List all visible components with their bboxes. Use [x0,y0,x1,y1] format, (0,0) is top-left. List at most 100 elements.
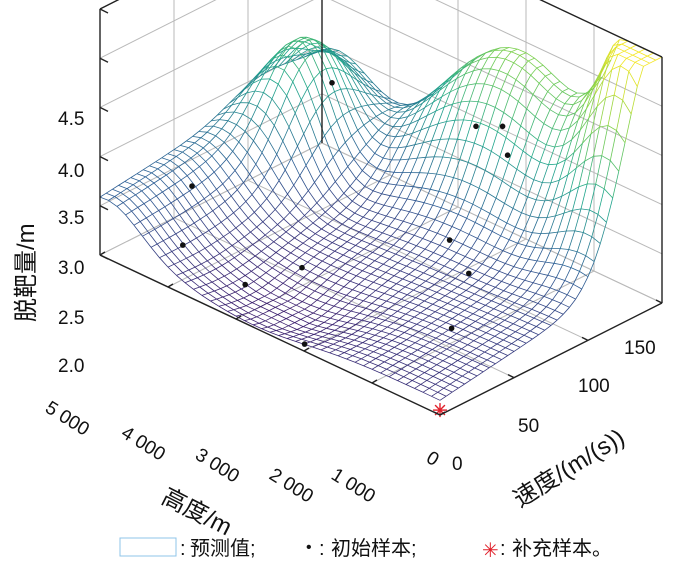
mesh-line [462,298,468,302]
mesh-line [561,295,567,304]
mesh-line [327,344,333,347]
mesh-line [515,144,524,151]
mesh-line [275,273,281,278]
mesh-line [529,293,535,300]
mesh-line [444,315,453,318]
mesh-line [502,275,508,282]
mesh-line [314,334,323,336]
mesh-line [532,233,541,234]
mesh-line [431,297,440,300]
mesh-line [364,362,370,366]
mesh-line [297,243,303,248]
mesh-line [177,273,183,276]
mesh-line [233,151,242,162]
mesh-line [319,276,328,280]
mesh-line [439,176,445,192]
mesh-line [457,330,463,334]
mesh-line [234,208,240,213]
mesh-line [187,255,193,258]
mesh-line [304,42,310,44]
mesh-line [387,369,396,373]
mesh-line [167,222,176,234]
grid-line [100,0,662,106]
mesh-line [283,283,292,288]
mesh-line [346,290,352,296]
mesh-line [368,230,374,236]
mesh-line [650,60,656,63]
mesh-line [576,289,582,299]
mesh-line [166,252,172,255]
mesh-line [326,328,335,330]
mesh-line [311,54,320,73]
mesh-line [478,275,484,281]
mesh-line [281,202,290,212]
mesh-line [422,188,431,190]
mesh-line [491,260,497,268]
mesh-line [296,305,305,309]
mesh-line [512,254,521,257]
mesh-line [426,276,432,281]
mesh-line [435,308,441,312]
mesh-line [540,162,549,165]
mesh-line [201,132,207,138]
mesh-line [293,258,299,263]
mesh-line [267,199,276,210]
mesh-line [570,168,576,192]
mesh-line [133,181,139,185]
mesh-line [302,297,308,302]
mesh-line [413,336,422,339]
mesh-line [294,176,300,186]
mesh-line [457,244,463,252]
mesh-line [182,230,191,241]
mesh-line [475,289,481,294]
mesh-line [309,234,315,239]
mesh-line [342,347,351,350]
mesh-line [363,301,372,304]
mesh-line [442,256,451,260]
mesh-line [381,135,387,144]
mesh-line [296,339,302,341]
mesh-line [414,313,420,317]
mesh-line [524,335,533,339]
mesh-line [321,165,327,174]
mesh-line [466,141,475,144]
mesh-line [440,122,446,140]
initial-sample-point [189,183,195,189]
mesh-line [354,267,363,271]
mesh-line [408,317,414,321]
mesh-line [434,331,443,334]
mesh-line [551,180,560,183]
mesh-line [487,284,496,287]
mesh-line [336,350,345,353]
mesh-line [473,188,479,204]
mesh-line [368,311,374,316]
mesh-line [291,332,300,335]
mesh-line [428,157,434,173]
mesh-line [418,350,427,354]
mesh-line [359,284,368,287]
mesh-line [461,101,470,102]
mesh-line [387,135,396,136]
mesh-line [246,202,255,213]
mesh-line [593,156,602,157]
mesh-line [494,304,500,309]
mesh-line [518,340,527,344]
mesh-line [481,123,490,127]
z-tick-label: 100 [578,376,610,397]
mesh-line [308,257,314,262]
mesh-line [429,230,438,233]
mesh-line [412,377,418,381]
mesh-line [192,207,201,219]
mesh-line [343,309,352,311]
mesh-line [361,207,370,211]
mesh-line [300,165,306,175]
mesh-line [310,342,319,345]
mesh-line [526,246,535,248]
mesh-line [330,318,339,320]
mesh-line [265,293,271,297]
mesh-line [119,182,125,186]
mesh-line [434,139,440,156]
mesh-line [174,145,180,149]
mesh-line [100,193,106,197]
mesh-line [487,360,496,364]
